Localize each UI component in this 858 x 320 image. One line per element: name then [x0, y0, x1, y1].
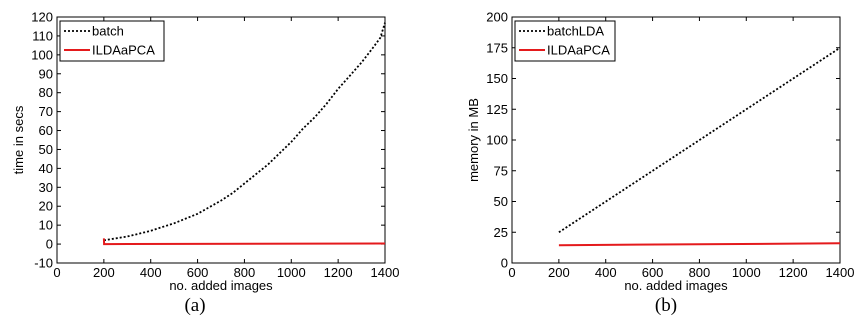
legend-label: ILDAaPCA — [547, 43, 610, 58]
y-tick-label: 10 — [39, 218, 53, 233]
x-tick-label: 0 — [508, 265, 515, 280]
x-tick-label: 600 — [187, 265, 209, 280]
y-tick-label: 75 — [494, 163, 508, 178]
panel-caption: (b) — [655, 295, 677, 316]
series-line-dotted — [103, 22, 386, 242]
x-tick-label: 800 — [234, 265, 256, 280]
x-tick-label: 0 — [53, 265, 60, 280]
y-tick-label: 80 — [39, 85, 53, 100]
y-tick-label: 20 — [39, 199, 53, 214]
y-tick-label: 120 — [31, 10, 53, 25]
legend-box — [514, 20, 616, 62]
x-tick-label: 200 — [93, 265, 115, 280]
series-line-solid — [558, 242, 841, 247]
plot-area-frame — [56, 16, 386, 264]
x-axis-label: no. added images — [624, 278, 728, 293]
y-tick-label: 70 — [39, 104, 53, 119]
x-tick-label: 200 — [548, 265, 570, 280]
series-line-dotted — [558, 47, 841, 234]
x-tick-label: 1400 — [371, 265, 400, 280]
panel-caption: (a) — [184, 295, 205, 316]
y-axis-label: time in secs — [11, 105, 26, 174]
y-tick-label: 100 — [486, 133, 508, 148]
y-tick-label: 50 — [39, 142, 53, 157]
legend: batch ILDAaPCA — [59, 20, 165, 62]
y-tick-label: 60 — [39, 123, 53, 138]
x-tick-label: 800 — [689, 265, 711, 280]
y-tick-label: 90 — [39, 66, 53, 81]
legend-label: batch — [92, 24, 124, 39]
x-tick-label: 1000 — [732, 265, 761, 280]
chart-panel-1: 0 200 400 600 800 1000 1200 1400 0 25 50 75 100 125 15… — [466, 10, 854, 317]
x-tick-label: 400 — [595, 265, 617, 280]
series-line-solid — [102, 238, 386, 246]
legend-label: ILDAaPCA — [92, 43, 155, 58]
y-tick-label: 50 — [494, 194, 508, 209]
x-tick-label: 600 — [642, 265, 664, 280]
y-tick-label: 175 — [486, 40, 508, 55]
y-tick-label: 200 — [486, 10, 508, 25]
y-tick-label: 25 — [494, 225, 508, 240]
x-tick-label: 1000 — [277, 265, 306, 280]
y-tick-label: 40 — [39, 161, 53, 176]
y-tick-label: 0 — [501, 256, 508, 271]
x-tick-label: 1200 — [324, 265, 353, 280]
legend: batchLDA ILDAaPCA — [514, 20, 616, 62]
x-tick-label: 400 — [140, 265, 162, 280]
legend-box — [59, 20, 165, 62]
y-tick-label: 30 — [39, 180, 53, 195]
y-tick-label: 0 — [46, 237, 53, 252]
chart-panel-0: 0 200 400 600 800 1000 1200 1400-10010203040506… — [11, 10, 399, 317]
y-tick-label: -10 — [34, 256, 53, 271]
x-axis-label: no. added images — [169, 278, 273, 293]
legend-label: batchLDA — [547, 24, 604, 39]
y-tick-label: 110 — [32, 28, 53, 43]
y-axis-label: memory in MB — [466, 98, 481, 182]
y-tick-label: 125 — [486, 102, 508, 117]
y-tick-label: 150 — [486, 71, 508, 86]
y-tick-label: 100 — [31, 47, 53, 62]
x-tick-label: 1200 — [779, 265, 808, 280]
x-tick-label: 1400 — [826, 265, 855, 280]
